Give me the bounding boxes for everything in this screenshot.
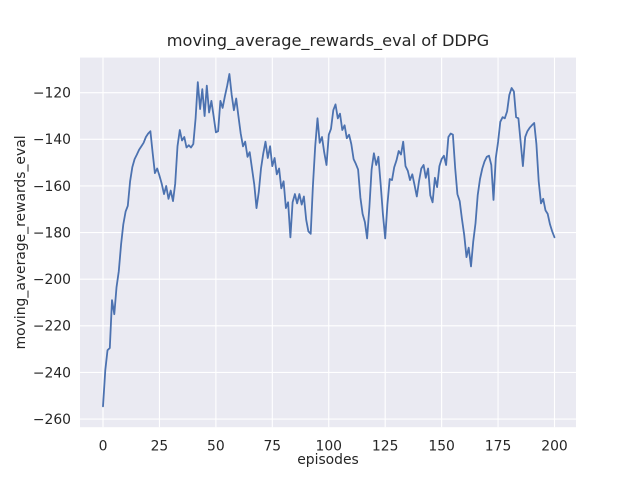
y-tick-label: −260	[33, 412, 71, 428]
x-axis-label: episodes	[297, 452, 359, 468]
axes-background	[80, 57, 576, 428]
x-tick-label: 200	[541, 439, 568, 455]
x-tick-label: 150	[428, 439, 455, 455]
x-tick-label: 25	[151, 439, 169, 455]
y-tick-label: −240	[33, 365, 71, 381]
x-tick-label: 75	[263, 439, 281, 455]
y-tick-label: −160	[33, 179, 71, 195]
y-tick-label: −220	[33, 319, 71, 335]
y-tick-labels: −120 −140 −160 −180 −200 −220 −240 −260	[33, 86, 71, 428]
x-tick-label: 125	[372, 439, 399, 455]
chart-title: moving_average_rewards_eval of DDPG	[167, 31, 489, 51]
reward-line-path	[102, 73, 556, 408]
y-tick-label: −180	[33, 225, 71, 241]
x-tick-label: 175	[485, 439, 512, 455]
x-tick-labels: 0 25 50 75 100 125 150 175 200	[99, 439, 568, 455]
reward-line	[102, 73, 556, 408]
x-tick-label: 0	[99, 439, 108, 455]
y-tick-label: −140	[33, 132, 71, 148]
x-tick-label: 100	[315, 439, 342, 455]
y-tick-label: −120	[33, 86, 71, 102]
y-axis-label: moving_average_rewards_eval	[13, 135, 29, 349]
y-tick-label: −200	[33, 272, 71, 288]
x-tick-label: 50	[207, 439, 225, 455]
